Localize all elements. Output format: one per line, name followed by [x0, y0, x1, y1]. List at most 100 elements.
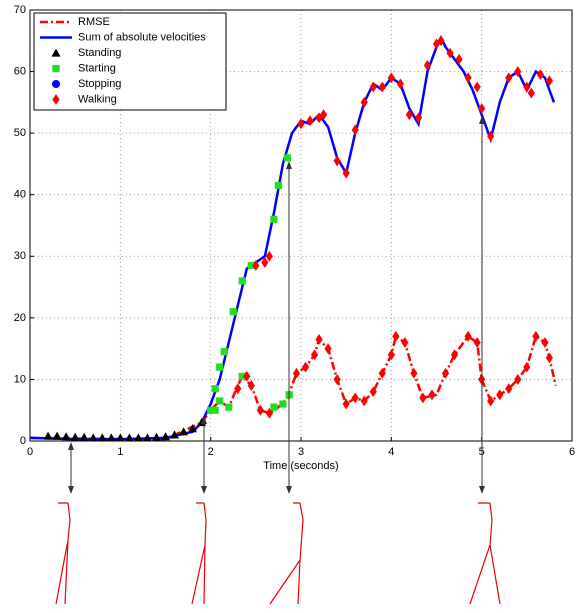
marker — [216, 397, 224, 405]
marker — [441, 367, 450, 379]
marker — [450, 349, 459, 361]
marker — [401, 337, 409, 348]
marker — [265, 250, 273, 262]
marker — [392, 330, 400, 342]
marker — [478, 103, 486, 114]
marker — [378, 81, 386, 93]
marker — [473, 337, 481, 348]
marker — [179, 427, 189, 436]
marker — [234, 383, 242, 395]
marker — [43, 431, 53, 440]
legend-box — [33, 12, 227, 111]
marker — [306, 115, 314, 127]
marker — [265, 407, 273, 419]
marker — [270, 215, 278, 223]
x-tick-label: 4 — [388, 446, 394, 458]
marker — [52, 431, 62, 440]
annotation-arrows — [68, 116, 485, 494]
marker — [437, 35, 445, 47]
x-tick-label: 0 — [27, 446, 33, 458]
marker — [115, 433, 125, 442]
marker — [541, 337, 549, 348]
marker — [351, 392, 359, 404]
marker — [261, 257, 269, 268]
marker — [523, 81, 531, 93]
marker — [487, 395, 495, 407]
marker — [545, 75, 554, 87]
marker — [342, 167, 350, 179]
marker — [496, 389, 504, 401]
marker — [351, 124, 359, 136]
marker — [88, 433, 98, 442]
marker — [464, 72, 472, 84]
marker — [324, 343, 332, 355]
marker — [252, 260, 260, 271]
marker — [419, 392, 427, 404]
marker — [342, 398, 350, 410]
marker — [446, 47, 454, 59]
y-tick-label: 70 — [14, 4, 26, 16]
marker — [473, 81, 481, 93]
marker — [387, 349, 395, 361]
x-tick-label: 6 — [569, 446, 575, 458]
marker — [428, 389, 436, 401]
y-tick-label: 50 — [14, 127, 26, 139]
marker — [315, 334, 323, 345]
marker — [301, 361, 310, 373]
pose-insets — [50, 500, 508, 606]
marker — [256, 404, 264, 416]
legend-label: Sum of absolute velocities — [78, 31, 206, 43]
x-axis-label: Time (seconds) — [263, 460, 338, 472]
marker — [464, 330, 472, 342]
marker — [211, 406, 219, 414]
marker — [360, 96, 368, 108]
marker — [151, 432, 161, 441]
marker — [333, 155, 341, 167]
marker — [238, 277, 246, 285]
marker — [274, 181, 283, 190]
marker — [532, 330, 540, 342]
marker — [545, 352, 554, 364]
marker — [106, 433, 116, 442]
marker — [270, 403, 278, 411]
y-tick-label: 0 — [20, 435, 26, 447]
x-tick-label: 2 — [208, 446, 214, 458]
marker — [133, 433, 143, 442]
marker — [220, 348, 228, 356]
marker — [514, 66, 522, 77]
y-tick-label: 20 — [14, 312, 26, 324]
marker — [124, 433, 134, 442]
marker — [396, 78, 404, 90]
legend-label: Stopping — [78, 78, 121, 90]
marker — [70, 432, 80, 441]
marker — [61, 432, 71, 441]
marker — [247, 380, 255, 391]
marker — [378, 367, 386, 379]
legend-marker — [51, 48, 61, 57]
marker — [142, 433, 152, 442]
marker — [188, 424, 198, 433]
marker — [283, 154, 292, 162]
marker — [211, 385, 219, 393]
legend-label: Walking — [78, 93, 117, 105]
marker — [410, 367, 418, 379]
marker — [97, 433, 107, 442]
marker — [229, 308, 237, 316]
marker — [487, 130, 495, 142]
marker — [369, 81, 377, 93]
marker — [161, 432, 170, 441]
marker — [387, 72, 395, 84]
legend-label: Starting — [78, 62, 116, 74]
marker — [527, 87, 535, 99]
marker — [297, 118, 305, 130]
marker — [170, 430, 180, 439]
marker — [369, 386, 377, 398]
marker — [505, 72, 513, 84]
marker — [247, 261, 255, 270]
plot-area: 0102030405060700123456Time (seconds)RMSE… — [14, 4, 575, 472]
x-tick-label: 1 — [117, 446, 123, 458]
marker — [207, 406, 215, 414]
plot-frame — [29, 9, 573, 442]
marker — [536, 69, 544, 81]
y-tick-label: 40 — [14, 189, 26, 201]
